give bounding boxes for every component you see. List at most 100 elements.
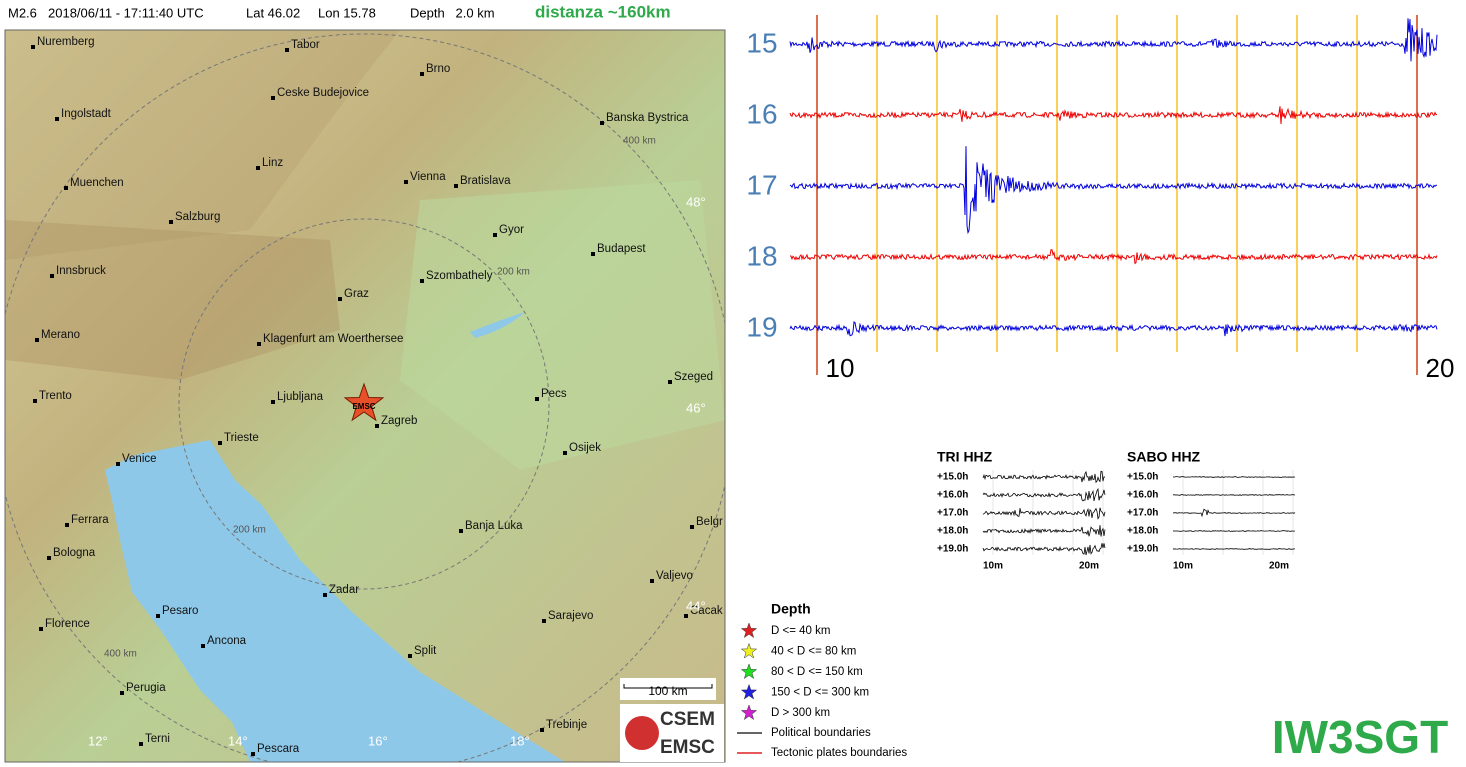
city-label: Szeged: [674, 371, 713, 383]
city-marker: [35, 338, 39, 342]
city-label: Valjevo: [656, 570, 693, 582]
city-label: Bratislava: [460, 175, 511, 187]
city-marker: [50, 274, 54, 278]
legend-star: [740, 704, 758, 721]
city-marker: [540, 728, 544, 732]
row-label: 17: [746, 169, 777, 200]
city-label: Klagenfurt am Woerthersee: [263, 333, 403, 345]
logo-emsc: EMSC: [660, 737, 715, 758]
lat-label: 48°: [686, 194, 706, 209]
inset-x-label: 10m: [983, 561, 1003, 572]
city-label: Innsbruck: [56, 265, 106, 277]
legend-label: D <= 40 km: [771, 625, 830, 637]
inset-row-label: +15.0h: [937, 472, 968, 483]
city-label: Graz: [344, 288, 369, 300]
city-marker: [33, 399, 37, 403]
city-label: Osijek: [569, 442, 601, 454]
inset-row-label: +17.0h: [937, 508, 968, 519]
mountains: [5, 220, 340, 380]
inset-row-label: +19.0h: [1127, 544, 1158, 555]
star-label: EMSC: [352, 402, 375, 411]
inset-row-label: +15.0h: [1127, 472, 1158, 483]
city-label: Ingolstadt: [61, 108, 112, 120]
city-marker: [404, 180, 408, 184]
header: M2.6 2018/06/11 - 17:11:40 UTC Lat 46.02…: [8, 2, 671, 21]
ring-label: 400 km: [104, 649, 137, 660]
trace: [789, 18, 1438, 62]
inset-title: SABO HHZ: [1127, 449, 1201, 465]
city-marker: [591, 252, 595, 256]
trace: [789, 321, 1438, 337]
city-marker: [64, 186, 68, 190]
scale-bar: 100 km: [620, 678, 716, 700]
inset-trace: [1172, 476, 1296, 478]
city-marker: [493, 233, 497, 237]
city-label: Venice: [122, 453, 157, 465]
city-marker: [256, 166, 260, 170]
logo-globe: [625, 716, 659, 750]
city-marker: [375, 424, 379, 428]
city-label: Trebinje: [546, 719, 587, 731]
legend-star: [740, 663, 758, 680]
trace: [789, 146, 1437, 235]
city-marker: [563, 451, 567, 455]
city-label: Merano: [41, 329, 80, 341]
city-marker: [257, 342, 261, 346]
logo: CSEM EMSC: [620, 704, 724, 762]
city-marker: [116, 462, 120, 466]
city-marker: [285, 48, 289, 52]
inset-title: TRI HHZ: [937, 449, 993, 465]
inset-x-label: 20m: [1269, 561, 1289, 572]
lon-label: 18°: [510, 733, 530, 748]
inset-trace: [1172, 548, 1296, 550]
lon-label: 12°: [88, 733, 108, 748]
epicenter-star: [343, 382, 385, 422]
city-label: Zadar: [329, 584, 359, 596]
city-label: Cacak: [690, 605, 723, 617]
city-marker: [271, 400, 275, 404]
city-label: Belgr: [696, 516, 723, 528]
lake: [470, 312, 525, 338]
city-label: Gyor: [499, 224, 524, 236]
city-marker: [684, 614, 688, 618]
city-marker: [47, 556, 51, 560]
inset-row-label: +18.0h: [937, 526, 968, 537]
city-label: Ancona: [207, 635, 247, 647]
city-label: Szombathely: [426, 270, 493, 282]
lat-label: 46°: [686, 400, 706, 415]
legend: Depth D <= 40 km 40 < D <= 80 km 80 < D <=…: [737, 601, 907, 759]
inset-x-label: 20m: [1079, 561, 1099, 572]
city-label: Tabor: [291, 39, 320, 51]
city-label: Ceske Budejovice: [277, 87, 369, 99]
scale-label: 100 km: [648, 684, 687, 698]
lon: Lon 15.78: [318, 5, 376, 20]
city-label: Vienna: [410, 171, 446, 183]
city-label: Pescara: [257, 743, 300, 755]
city-label: Florence: [45, 618, 90, 630]
city-label: Pecs: [541, 388, 567, 400]
plain: [400, 180, 725, 470]
alps: [5, 30, 400, 260]
city-marker: [420, 72, 424, 76]
city-marker: [408, 654, 412, 658]
city-marker: [323, 593, 327, 597]
city-label: Linz: [262, 157, 283, 169]
logo-csem: CSEM: [660, 709, 715, 730]
lon-label: 14°: [228, 733, 248, 748]
magnitude: M2.6: [8, 5, 37, 20]
legend-label: 40 < D <= 80 km: [771, 646, 856, 658]
city-marker: [39, 627, 43, 631]
trace: [790, 249, 1438, 265]
city-marker: [690, 525, 694, 529]
row-label: 19: [746, 311, 777, 342]
legend-star: [740, 642, 758, 659]
city-label: Trieste: [224, 432, 259, 444]
city-label: Muenchen: [70, 177, 124, 189]
city-label: Ljubljana: [277, 391, 324, 403]
city-marker: [139, 742, 143, 746]
city-label: Budapest: [597, 243, 646, 255]
city-marker: [218, 441, 222, 445]
inset-trace: [982, 543, 1106, 556]
city-marker: [120, 691, 124, 695]
legend-title: Depth: [771, 601, 811, 617]
